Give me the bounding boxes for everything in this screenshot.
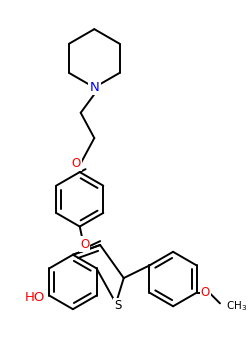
Text: O: O bbox=[80, 238, 89, 251]
Text: HO: HO bbox=[24, 291, 45, 304]
Text: CH$_3$: CH$_3$ bbox=[226, 299, 247, 313]
Text: S: S bbox=[114, 299, 122, 312]
Text: N: N bbox=[90, 81, 99, 94]
Text: O: O bbox=[201, 286, 210, 299]
Text: O: O bbox=[71, 157, 81, 170]
